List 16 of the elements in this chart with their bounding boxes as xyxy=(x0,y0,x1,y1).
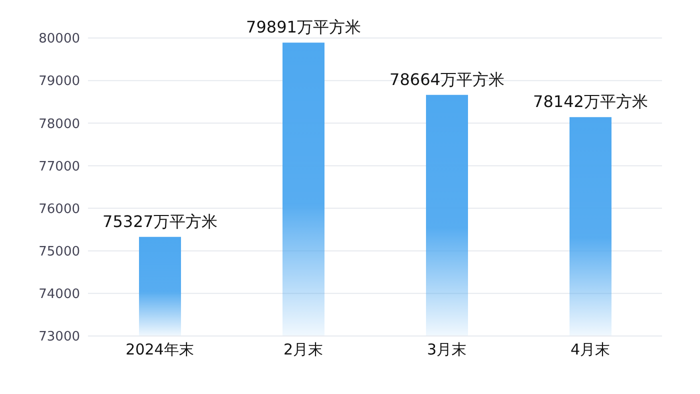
y-tick-label: 77000 xyxy=(38,159,80,174)
y-tick-label: 73000 xyxy=(38,330,80,345)
x-tick-label: 2024年末 xyxy=(126,340,194,359)
data-label: 79891万平方米 xyxy=(246,18,361,37)
y-tick-label: 75000 xyxy=(38,244,80,260)
data-label: 78142万平方米 xyxy=(533,92,648,112)
data-label: 78664万平方米 xyxy=(390,70,504,89)
x-tick-label: 3月末 xyxy=(426,340,467,359)
y-tick-label: 78000 xyxy=(38,116,80,132)
y-tick-label: 76000 xyxy=(38,202,80,217)
y-tick-label: 80000 xyxy=(38,32,80,47)
data-label: 75327万平方米 xyxy=(102,212,218,231)
y-tick-label: 74000 xyxy=(38,287,80,302)
x-tick-label: 2月末 xyxy=(283,340,324,359)
y-tick-label: 79000 xyxy=(38,74,80,90)
x-tick-label: 4月末 xyxy=(570,340,610,359)
